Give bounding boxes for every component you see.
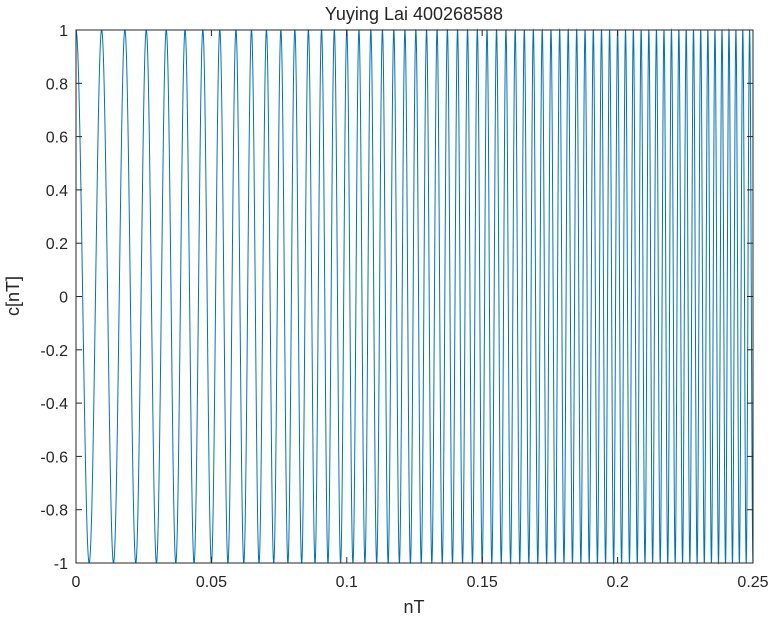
y-tick-label: 0.6 xyxy=(46,130,68,147)
y-tick-label: -0.6 xyxy=(40,449,68,466)
x-axis-label: nT xyxy=(403,597,424,617)
x-tick-label: 0.15 xyxy=(467,574,498,591)
y-tick-label: 1 xyxy=(59,23,68,40)
y-axis-label: c[nT] xyxy=(3,276,23,316)
y-tick-label: 0.4 xyxy=(46,183,68,200)
y-ticks: -1 -0.8 -0.6 -0.4 -0.2 0 0.2 0.4 0.6 0.8 1 xyxy=(40,23,753,573)
x-tick-label: 0.05 xyxy=(196,574,227,591)
y-tick-label: 0 xyxy=(59,290,68,307)
chart-title: Yuying Lai 400268588 xyxy=(325,4,503,24)
x-tick-label: 0.1 xyxy=(336,574,358,591)
y-tick-label: 0.8 xyxy=(46,76,68,93)
y-tick-label: -0.4 xyxy=(40,396,68,413)
y-tick-label: -1 xyxy=(54,556,68,573)
y-tick-label: -0.2 xyxy=(40,343,68,360)
series-line-0 xyxy=(75,28,754,565)
x-tick-label: 0.2 xyxy=(606,574,628,591)
x-tick-label: 0 xyxy=(72,574,81,591)
y-tick-label: -0.8 xyxy=(40,503,68,520)
y-tick-label: 0.2 xyxy=(46,236,68,253)
x-tick-label: 0.25 xyxy=(737,574,768,591)
series-layer xyxy=(75,28,754,565)
x-ticks: 0 0.05 0.1 0.15 0.2 0.25 xyxy=(72,30,769,591)
